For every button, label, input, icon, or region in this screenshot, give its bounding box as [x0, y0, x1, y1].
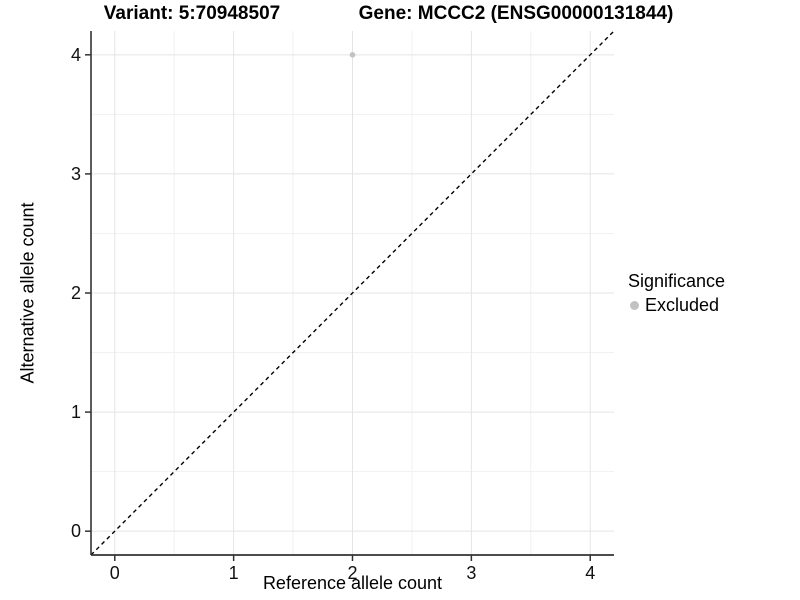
variant-title: Variant: 5:70948507 [103, 3, 281, 24]
y-tick-label: 2 [71, 283, 81, 303]
x-tick-label: 2 [347, 563, 357, 583]
gene-title: Gene: MCCC2 (ENSG00000131844) [358, 3, 674, 24]
x-tick-label: 4 [585, 563, 595, 583]
excluded-point-icon [630, 301, 639, 310]
data-point-excluded [349, 52, 356, 58]
x-tick-label: 1 [229, 563, 239, 583]
x-axis-title: Reference allele count [262, 573, 443, 593]
x-tick-label: 0 [110, 563, 120, 583]
legend-title: Significance [628, 271, 726, 291]
y-tick-label: 1 [71, 402, 81, 422]
y-tick-label: 3 [71, 164, 81, 184]
legend-entry-label: Excluded [645, 295, 720, 315]
y-tick-label: 4 [71, 45, 81, 65]
legend-entry-excluded: Excluded [628, 295, 725, 316]
identity-dashed-line [90, 30, 615, 556]
legend: Significance Excluded [628, 271, 725, 316]
y-axis-title: Alternative allele count [17, 202, 38, 384]
x-tick-label: 3 [466, 563, 476, 583]
y-tick-label: 0 [71, 521, 81, 541]
